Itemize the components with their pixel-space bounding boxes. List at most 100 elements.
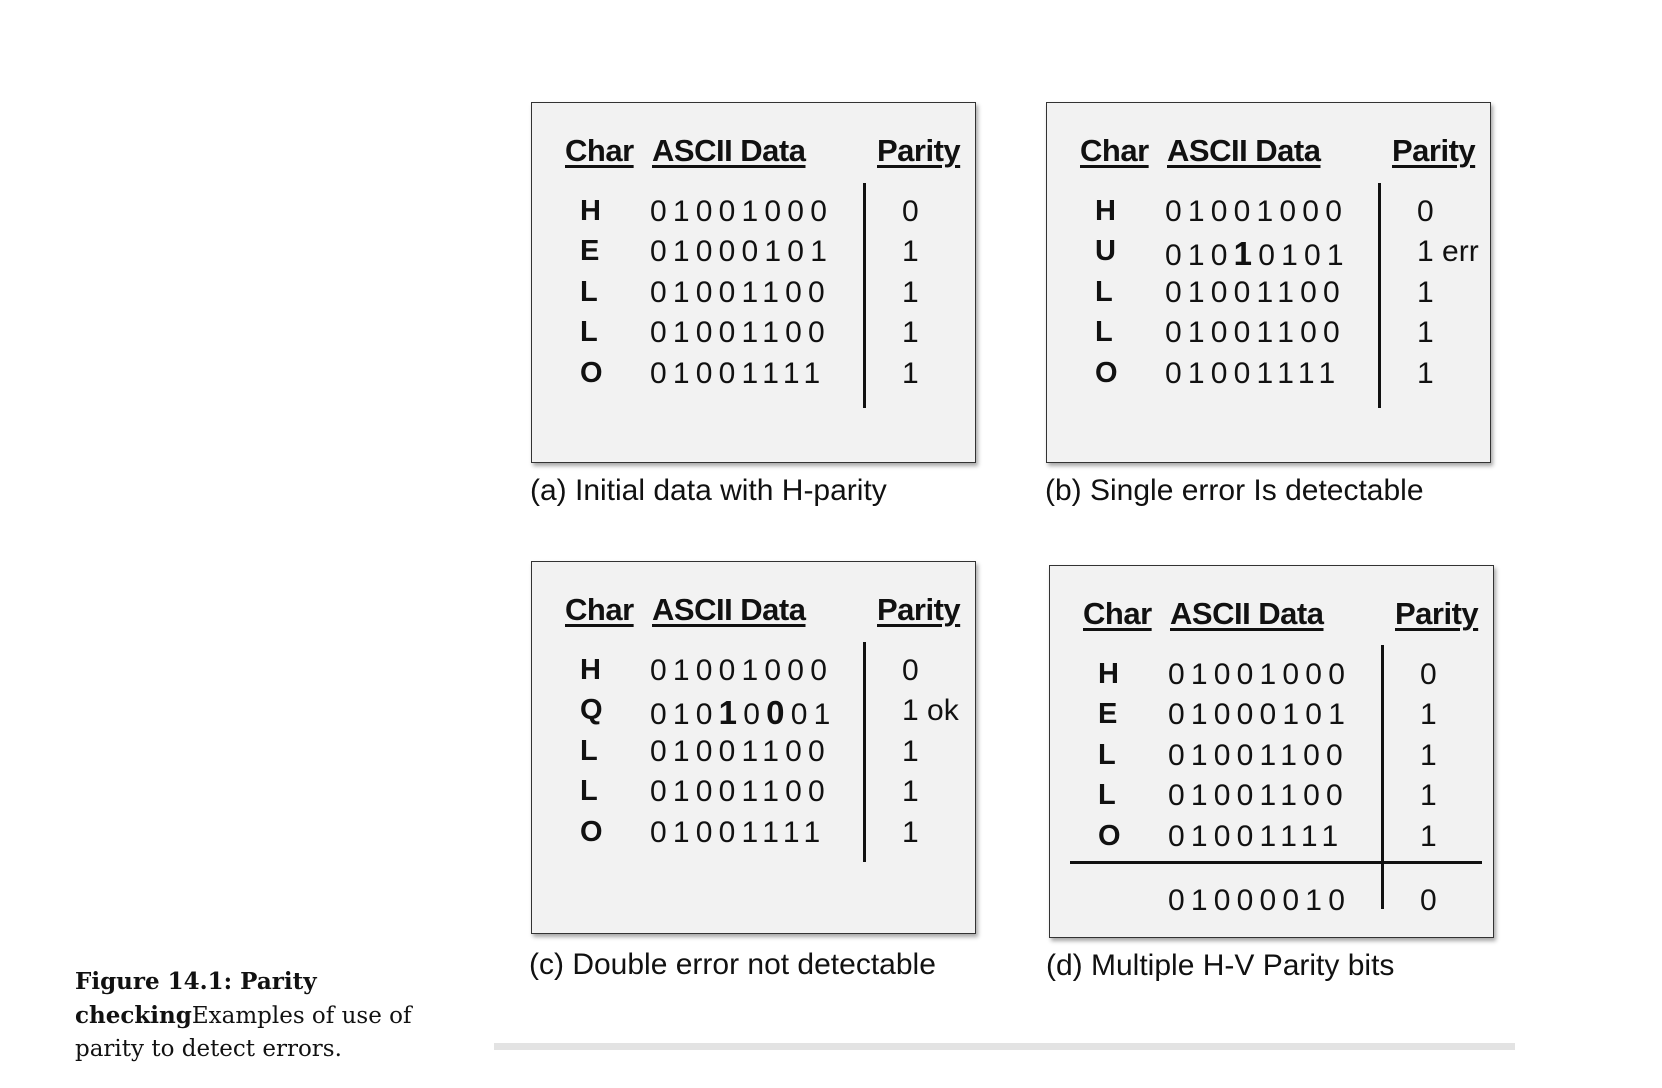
row-parity: 1 — [1417, 316, 1434, 349]
row-bits: 01001000 — [1165, 195, 1349, 228]
table-row: L 01001100 1 — [1047, 316, 1490, 356]
table-row: E 01000101 1 — [532, 235, 975, 275]
row-char: E — [580, 235, 600, 267]
row-parity: 1 — [1420, 739, 1437, 772]
row-char: L — [580, 276, 598, 308]
header-char: Char — [1083, 596, 1152, 631]
row-parity: 0 — [1417, 195, 1434, 228]
row-parity: 1 — [1417, 357, 1434, 390]
table-row: H 01001000 0 — [1047, 195, 1490, 235]
row-bits: 01001111 — [650, 816, 827, 849]
table-row: L 01001100 1 — [532, 735, 975, 775]
row-char: O — [1098, 820, 1121, 852]
header-parity: Parity — [1395, 596, 1479, 631]
row-bits: 01001100 — [1165, 316, 1346, 349]
table-row: L 01001100 1 — [532, 775, 975, 815]
bit: 0 — [1304, 239, 1327, 272]
figure-caption: Figure 14.1: Parity checkingExamples of … — [75, 965, 420, 1066]
parity-divider — [863, 642, 866, 862]
header-parity: Parity — [877, 133, 961, 168]
row-bits: 01001000 — [1168, 658, 1352, 691]
row-bits: 01001100 — [1168, 779, 1349, 812]
row-parity: 1 — [902, 276, 919, 309]
row-bits: 01001100 — [1168, 739, 1349, 772]
row-char: H — [580, 195, 601, 227]
row-bits: 01000101 — [650, 235, 834, 268]
table-row: O 01001111 1 — [1047, 357, 1490, 397]
panel-b-single-error: Char ASCII Data Parity H 01001000 0 U 01… — [1046, 102, 1491, 463]
bit: 1 — [1326, 239, 1350, 272]
table-row: L 01001100 1 — [1050, 739, 1493, 779]
subfigure-caption-c: (c) Double error not detectable — [529, 948, 936, 981]
row-bits: 01001111 — [650, 357, 827, 390]
row-bits: 01000101 — [1168, 698, 1352, 731]
table-row: H 01001000 0 — [532, 195, 975, 235]
row-char: O — [580, 816, 603, 848]
row-char: U — [1095, 235, 1116, 267]
table-row: L 01001100 1 — [1047, 276, 1490, 316]
table-row: O 01001111 1 — [532, 816, 975, 856]
row-char: L — [580, 735, 598, 767]
row-char: L — [580, 316, 598, 348]
row-char: H — [580, 654, 601, 686]
panel-c-double-error: Char ASCII Data Parity H 01001000 0 Q 01… — [531, 561, 976, 934]
row-parity: 1 — [1420, 779, 1437, 812]
table-row: L 01001100 1 — [1050, 779, 1493, 819]
row-bits: 01001111 — [1168, 820, 1345, 853]
row-char: L — [1098, 739, 1116, 771]
table-row: H 01001000 0 — [532, 654, 975, 694]
table-row: O 01001111 1 — [532, 357, 975, 397]
bit: 0 — [1210, 239, 1234, 272]
vertical-parity-value: 0 — [1420, 884, 1437, 917]
row-parity: 1 ok — [902, 694, 959, 727]
row-parity: 0 — [902, 654, 919, 687]
row-char: H — [1095, 195, 1116, 227]
row-char: E — [1098, 698, 1118, 730]
row-char: L — [1095, 276, 1113, 308]
bit: 1 — [813, 698, 837, 731]
figure-caption-label: Figure 14.1: Parity checking — [75, 968, 317, 1029]
row-char: O — [580, 357, 603, 389]
row-bits: 01010001 — [650, 694, 836, 732]
row-char: H — [1098, 658, 1119, 690]
flipped-bit: 1 — [1233, 235, 1259, 272]
bit: 1 — [672, 698, 696, 731]
row-parity: 1 — [902, 775, 919, 808]
row-parity: 0 — [902, 195, 919, 228]
header-ascii-data: ASCII Data — [1167, 133, 1321, 168]
table-row: L 01001100 1 — [532, 276, 975, 316]
bit: 0 — [743, 698, 767, 731]
subfigure-caption-b: (b) Single error Is detectable — [1045, 474, 1424, 507]
row-bits: 01001000 — [650, 654, 834, 687]
header-char: Char — [565, 133, 634, 168]
bit: 0 — [1258, 239, 1282, 272]
row-parity: 1 — [902, 316, 919, 349]
row-bits: 01001100 — [650, 276, 831, 309]
header-char: Char — [1080, 133, 1149, 168]
panel-a-initial-data: Char ASCII Data Parity H 01001000 0 E 01… — [531, 102, 976, 463]
table-row: H 01001000 0 — [1050, 658, 1493, 698]
row-char: L — [1095, 316, 1113, 348]
bit: 0 — [790, 698, 814, 731]
row-parity: 1 — [1420, 698, 1437, 731]
vertical-parity-bits: 01000010 — [1168, 884, 1352, 917]
row-parity: 1 — [902, 735, 919, 768]
row-bits: 01001100 — [1165, 276, 1346, 309]
row-char: Q — [580, 694, 603, 726]
row-parity: 1 — [902, 235, 919, 268]
row-char: L — [1098, 779, 1116, 811]
table-row: U 01010101 1 err — [1047, 235, 1490, 275]
row-parity: 1 err — [1417, 235, 1479, 268]
bit: 1 — [1281, 239, 1305, 272]
table-row: E 01000101 1 — [1050, 698, 1493, 738]
table-row: Q 01010001 1 ok — [532, 694, 975, 734]
header-ascii-data: ASCII Data — [1170, 596, 1324, 631]
row-bits: 01001111 — [1165, 357, 1342, 390]
flipped-bit: 0 — [766, 694, 791, 731]
table-row: O 01001111 1 — [1050, 820, 1493, 860]
page-divider — [494, 1043, 1515, 1050]
row-bits: 01001000 — [650, 195, 834, 228]
parity-divider — [1378, 183, 1381, 408]
row-bits: 01001100 — [650, 316, 831, 349]
header-ascii-data: ASCII Data — [652, 592, 806, 627]
